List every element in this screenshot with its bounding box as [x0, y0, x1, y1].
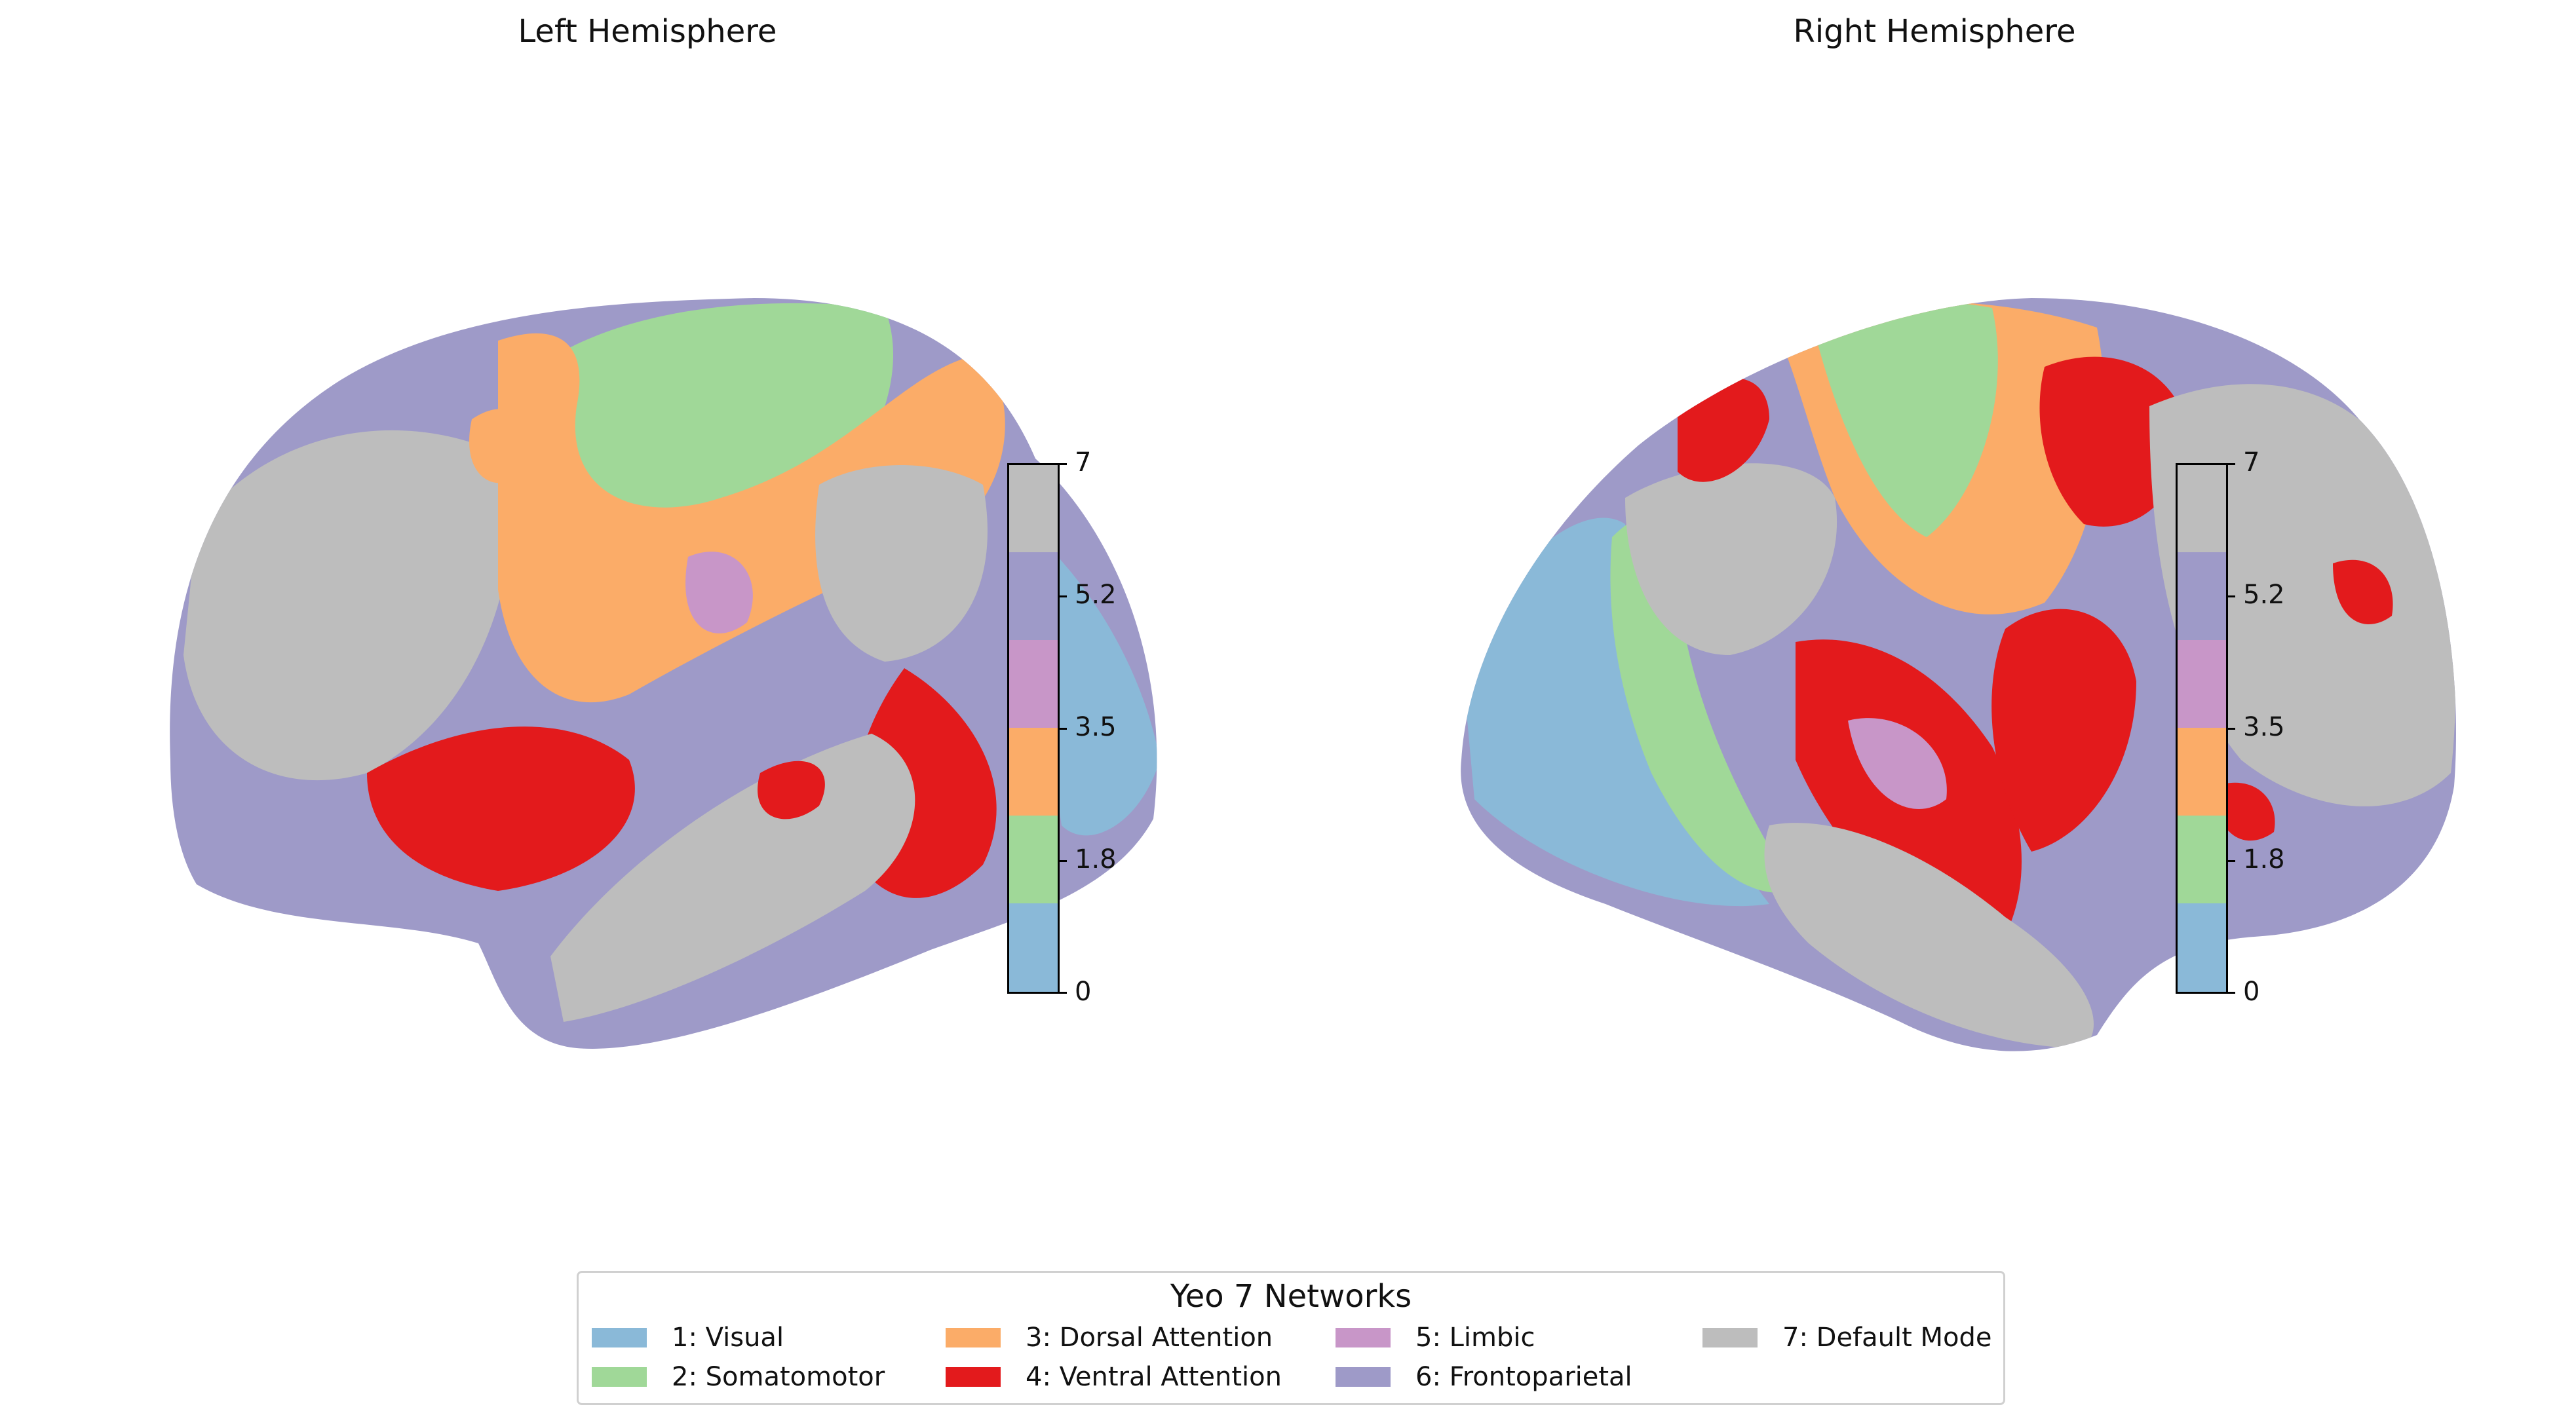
legend-label: 6: Frontoparietal: [1415, 1362, 1632, 1392]
legend-title: Yeo 7 Networks: [1170, 1278, 1412, 1315]
left-cbar-tick-7: 7: [1075, 447, 1092, 478]
legend-swatch: [592, 1367, 647, 1387]
right-cbar-tickmark: [2226, 728, 2235, 730]
right-hemisphere-title: Right Hemisphere: [1793, 13, 2076, 50]
legend-item-frontoparietal: 6: Frontoparietal: [1336, 1362, 1632, 1392]
left-cbar-tick-5.2: 5.2: [1075, 580, 1117, 610]
legend-label: 4: Ventral Attention: [1026, 1362, 1282, 1392]
legend-swatch: [946, 1367, 1001, 1387]
left-cbar-tickmark: [1058, 595, 1067, 597]
left-colorbar-segment-6: [1009, 552, 1058, 640]
right-colorbar: [2176, 463, 2228, 994]
legend-swatch: [1702, 1328, 1758, 1347]
left-colorbar: [1007, 463, 1060, 994]
legend-label: 2: Somatomotor: [672, 1362, 885, 1392]
legend-label: 3: Dorsal Attention: [1026, 1323, 1273, 1353]
left-cbar-tick-1.8: 1.8: [1075, 844, 1117, 875]
left-colorbar-segment-3: [1009, 728, 1058, 816]
right-cbar-tick-0: 0: [2243, 977, 2260, 1007]
left-hemisphere-surface: [170, 298, 1157, 1049]
legend-label: 5: Limbic: [1415, 1323, 1535, 1353]
legend-item-limbic: 5: Limbic: [1336, 1323, 1535, 1353]
right-cbar-tick-7: 7: [2243, 447, 2260, 478]
right-cbar-tickmark: [2226, 595, 2235, 597]
left-colorbar-segment-5: [1009, 640, 1058, 728]
right-cbar-tick-1.8: 1.8: [2243, 844, 2285, 875]
legend-label: 1: Visual: [672, 1323, 784, 1353]
legend-swatch: [592, 1328, 647, 1347]
right-colorbar-segment-6: [2178, 552, 2226, 640]
right-colorbar-segment-5: [2178, 640, 2226, 728]
legend-swatch: [1336, 1328, 1391, 1347]
left-colorbar-segment-2: [1009, 816, 1058, 903]
legend-label: 7: Default Mode: [1782, 1323, 1992, 1353]
left-cbar-tickmark: [1058, 728, 1067, 730]
right-cbar-tick-5.2: 5.2: [2243, 580, 2285, 610]
left-cbar-tickmark: [1058, 992, 1067, 994]
right-colorbar-segment-3: [2178, 728, 2226, 816]
right-colorbar-segment-1: [2178, 903, 2226, 992]
right-cbar-tickmark: [2226, 463, 2235, 465]
right-colorbar-segment-2: [2178, 816, 2226, 903]
right-colorbar-segment-7: [2178, 465, 2226, 552]
left-cbar-tickmark: [1058, 860, 1067, 862]
left-cbar-tickmark: [1058, 463, 1067, 465]
legend-item-ventral-attention: 4: Ventral Attention: [946, 1362, 1282, 1392]
right-cbar-tickmark: [2226, 860, 2235, 862]
legend-item-default-mode: 7: Default Mode: [1702, 1323, 1992, 1353]
networks-legend: Yeo 7 Networks 1: Visual 2: Somatomotor …: [577, 1271, 2005, 1405]
legend-item-visual: 1: Visual: [592, 1323, 784, 1353]
right-hemisphere-surface: [1461, 298, 2457, 1051]
right-cbar-tick-3.5: 3.5: [2243, 712, 2285, 742]
left-cbar-tick-3.5: 3.5: [1075, 712, 1117, 742]
legend-swatch: [1336, 1367, 1391, 1387]
left-cbar-tick-0: 0: [1075, 977, 1092, 1007]
legend-swatch: [946, 1328, 1001, 1347]
legend-item-somatomotor: 2: Somatomotor: [592, 1362, 885, 1392]
right-cbar-tickmark: [2226, 992, 2235, 994]
legend-item-dorsal-attention: 3: Dorsal Attention: [946, 1323, 1273, 1353]
left-hemisphere-title: Left Hemisphere: [518, 13, 777, 50]
left-colorbar-segment-1: [1009, 903, 1058, 992]
left-colorbar-segment-7: [1009, 465, 1058, 552]
